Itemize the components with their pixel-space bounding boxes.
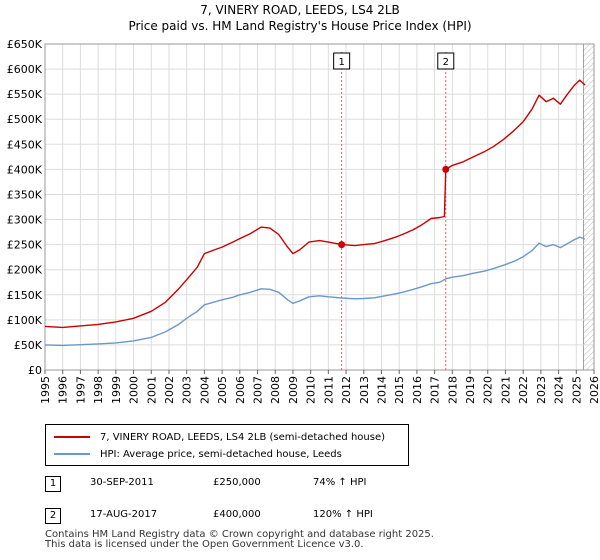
x-tick-label: 2013 <box>358 376 371 404</box>
x-tick-label: 2021 <box>499 376 512 404</box>
x-tick-label: 2015 <box>393 376 406 404</box>
footer-copyright: Contains HM Land Registry data © Crown c… <box>45 529 434 540</box>
x-tick-label: 2019 <box>464 376 477 404</box>
footer: Contains HM Land Registry data © Crown c… <box>45 530 434 550</box>
y-tick-label: £50K <box>14 339 43 352</box>
y-tick-label: £300K <box>7 214 43 227</box>
sale-date: 17-AUG-2017 <box>90 509 158 520</box>
y-tick-label: £500K <box>7 113 43 126</box>
x-tick-label: 2024 <box>553 376 566 404</box>
legend-label-property: 7, VINERY ROAD, LEEDS, LS4 2LB (semi-det… <box>100 431 386 443</box>
future-shading <box>583 44 594 370</box>
legend: 7, VINERY ROAD, LEEDS, LS4 2LB (semi-det… <box>45 424 409 466</box>
x-tick-label: 2025 <box>570 376 583 404</box>
sale-marker-label: 2 <box>443 57 449 68</box>
y-tick-label: £150K <box>7 289 43 302</box>
legend-swatch-hpi <box>54 453 90 455</box>
x-tick-label: 2005 <box>216 376 229 404</box>
sale-marker-box: 1 <box>45 476 61 492</box>
sale-price: £400,000 <box>213 509 261 520</box>
legend-label-hpi: HPI: Average price, semi-detached house,… <box>100 448 342 460</box>
sale-marker-box <box>333 52 351 70</box>
sale-hpi-change: 120% ↑ HPI <box>313 509 373 520</box>
x-tick-label: 2010 <box>305 376 318 404</box>
x-tick-label: 2023 <box>535 376 548 404</box>
sale-point <box>442 165 450 173</box>
series-line <box>44 79 586 329</box>
legend-item-hpi: HPI: Average price, semi-detached house,… <box>54 447 342 461</box>
sale-marker-box: 2 <box>45 508 61 524</box>
x-tick-label: 2022 <box>517 376 530 404</box>
x-tick-label: 2016 <box>411 376 424 404</box>
x-tick-label: 2006 <box>234 376 247 404</box>
y-tick-label: £400K <box>7 163 43 176</box>
x-tick-label: 2003 <box>181 376 194 404</box>
y-tick-label: £100K <box>7 314 43 327</box>
x-tick-label: 2014 <box>375 376 388 404</box>
series-line <box>44 236 586 347</box>
y-tick-label: £450K <box>7 138 43 151</box>
legend-swatch-property <box>54 436 90 438</box>
plot-area <box>45 44 594 370</box>
y-tick-label: £550K <box>7 88 43 101</box>
x-tick-label: 2001 <box>145 376 158 404</box>
x-tick-label: 1999 <box>110 376 123 404</box>
x-tick-label: 2026 <box>588 376 600 404</box>
x-tick-label: 2017 <box>429 376 442 404</box>
x-tick-label: 2009 <box>287 376 300 404</box>
y-tick-label: £600K <box>7 63 43 76</box>
x-tick-label: 2012 <box>340 376 353 404</box>
y-tick-label: £0 <box>28 364 42 377</box>
x-tick-label: 2008 <box>269 376 282 404</box>
sale-marker-label: 1 <box>338 57 344 68</box>
price-chart: £0 £50K £100K £150K £200K £250K £300K £350K £400… <box>7 38 600 404</box>
footer-licence: This data is licensed under the Open Gov… <box>45 539 364 550</box>
x-tick-label: 2011 <box>322 376 335 404</box>
plot-frame <box>44 43 595 371</box>
x-tick-label: 1996 <box>57 376 70 404</box>
chart-subtitle: Price paid vs. HM Land Registry's House … <box>128 19 472 33</box>
sale-price: £250,000 <box>213 477 261 488</box>
chart-title: 7, VINERY ROAD, LEEDS, LS4 2LB <box>200 3 400 17</box>
x-tick-label: 2002 <box>163 376 176 404</box>
x-tick-label: 2020 <box>482 376 495 404</box>
x-tick-label: 2018 <box>446 376 459 404</box>
y-tick-label: £650K <box>7 38 43 51</box>
sale-marker-box <box>437 52 455 70</box>
y-tick-label: £350K <box>7 188 43 201</box>
x-tick-label: 2007 <box>252 376 265 404</box>
y-tick-label: £200K <box>7 264 43 277</box>
x-tick-label: 1997 <box>74 376 87 404</box>
x-tick-label: 1995 <box>39 376 52 404</box>
y-tick-label: £250K <box>7 239 43 252</box>
x-tick-label: 2000 <box>128 376 141 404</box>
sale-date: 30-SEP-2011 <box>90 477 154 488</box>
x-tick-label: 1998 <box>92 376 105 404</box>
x-tick-label: 2004 <box>198 376 211 404</box>
legend-item-property: 7, VINERY ROAD, LEEDS, LS4 2LB (semi-det… <box>54 430 385 444</box>
sale-hpi-change: 74% ↑ HPI <box>313 477 367 488</box>
sale-point <box>338 241 346 249</box>
